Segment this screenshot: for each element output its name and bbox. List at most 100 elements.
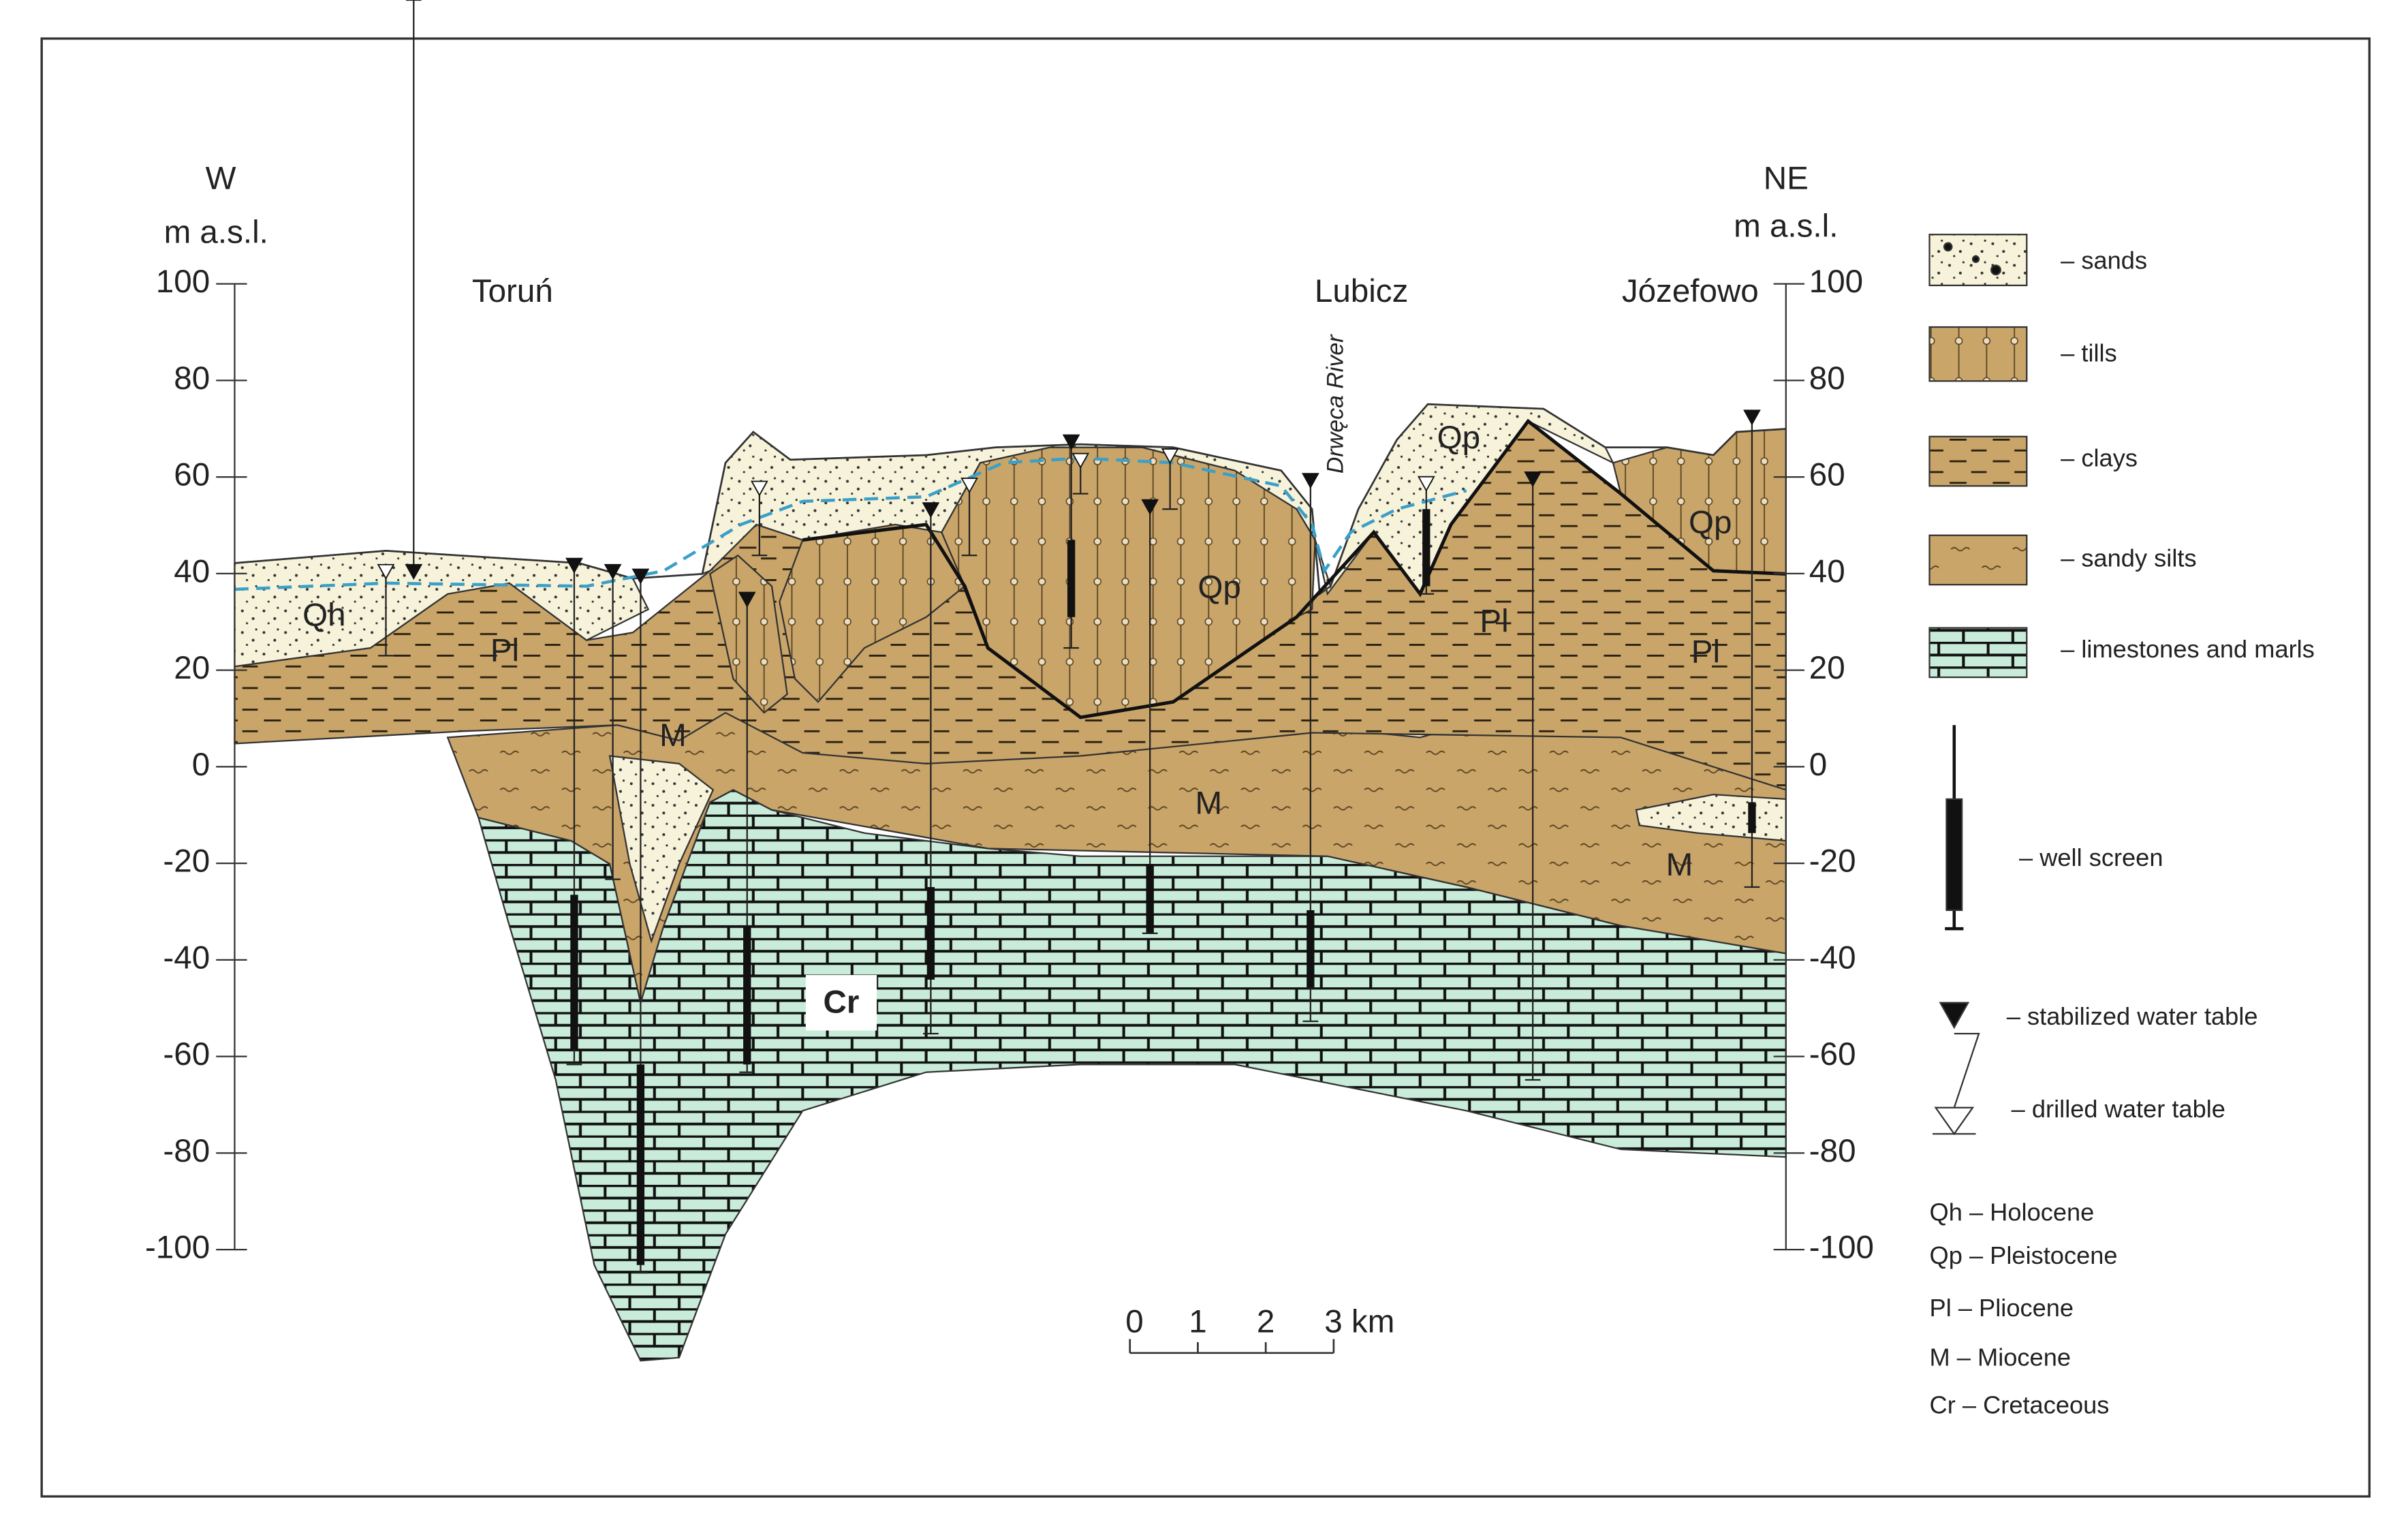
y-tick-label: 0 [192, 747, 210, 783]
scale-bar [1129, 1339, 1335, 1354]
well-screen [636, 1064, 645, 1265]
place-name: Toruń [472, 273, 553, 309]
stabilized-symbol [631, 568, 650, 585]
well-screen [1422, 509, 1430, 587]
section [234, 403, 1787, 1362]
y-tick-label: -60 [1809, 1036, 1856, 1072]
legend-label: – drilled water table [2012, 1095, 2225, 1123]
y-tick-label: 100 [156, 264, 210, 300]
legend-label: – tills [2061, 339, 2117, 367]
well-screen [570, 895, 578, 1049]
section-label: M [1195, 786, 1222, 822]
drilled-symbol [377, 563, 395, 580]
y-tick-label: 40 [174, 553, 210, 589]
y-tick-label: 100 [1809, 264, 1863, 300]
y-tick-label: -40 [163, 940, 210, 976]
drilled-symbol [960, 478, 978, 494]
well-screen [1945, 798, 1963, 912]
section-label: M [659, 717, 687, 754]
y-tick-label: 60 [174, 457, 210, 493]
y-tick-label: 0 [1809, 747, 1827, 783]
y-tick-label: 80 [1809, 360, 1845, 397]
y-tick-label: -80 [163, 1133, 210, 1169]
legend-swatch [1928, 326, 2028, 382]
y-tick-label: 80 [174, 360, 210, 397]
y-tick-label: 60 [1809, 457, 1845, 493]
stabilized-symbol [1301, 473, 1319, 489]
stabilized-symbol [1939, 1002, 1970, 1029]
unit-label: m a.s.l. [164, 215, 268, 251]
place-name: Lubicz [1315, 273, 1409, 309]
y-tick-label: 40 [1809, 553, 1845, 589]
well-screen [743, 925, 751, 1065]
section-label: Qp [1198, 570, 1240, 606]
section-label: M [1666, 847, 1693, 883]
legend [1928, 234, 2028, 1136]
y-tick-label: -100 [145, 1230, 210, 1266]
stabilized-symbol [922, 502, 940, 518]
section-label: Qp [1689, 504, 1732, 540]
stabilized-symbol [565, 557, 583, 574]
scale-label: 1 [1189, 1303, 1206, 1339]
contact-line [802, 418, 1786, 719]
legend-label: – clays [2061, 444, 2138, 471]
legend-label: – sandy silts [2061, 544, 2196, 572]
scale-label: 0 [1125, 1303, 1143, 1339]
stabilized-symbol [738, 591, 756, 608]
stabilized-symbol [1062, 434, 1080, 450]
section-label: Pl [490, 632, 519, 668]
unit-label: m a.s.l. [1734, 208, 1838, 245]
well-screen [926, 886, 935, 980]
legend-label: – sands [2061, 247, 2147, 275]
symbol-connector [1953, 1032, 1980, 1108]
legend-swatch [1928, 435, 2028, 487]
y-tick-label: 20 [174, 650, 210, 686]
section-label: Qp [1437, 420, 1480, 456]
well-screen [1146, 864, 1154, 933]
stratigraphy-label: Qh – Holocene [1930, 1198, 2095, 1226]
legend-label: – limestones and marls [2061, 635, 2315, 663]
stabilized-symbol [604, 563, 622, 580]
drilled-symbol [1072, 452, 1090, 469]
y-tick-label: 20 [1809, 650, 1845, 686]
legend-dot [1943, 242, 1953, 252]
trough-sand [608, 755, 715, 944]
y-tick-label: -40 [1809, 940, 1856, 976]
well-screen [1748, 802, 1756, 833]
tills [709, 554, 788, 714]
y-tick-label: -20 [1809, 843, 1856, 880]
legend-dot [1990, 264, 2001, 276]
legend-label: – stabilized water table [2007, 1002, 2258, 1030]
stabilized-symbol [405, 563, 423, 580]
label-box [805, 975, 877, 1031]
y-tick-label: -20 [163, 843, 210, 880]
well-screen [1307, 910, 1315, 988]
stabilized-symbol [1141, 499, 1159, 515]
y-tick-label: -80 [1809, 1133, 1856, 1169]
legend-swatch [1928, 534, 2028, 586]
well-screen [1067, 540, 1076, 617]
section-label: Pl [1480, 603, 1508, 639]
legend-dot [1971, 255, 1980, 264]
place-name: Józefowo [1622, 273, 1759, 309]
direction-label: W [206, 160, 236, 196]
water-table [234, 456, 1467, 591]
drilled-symbol [1417, 476, 1435, 492]
ground-surface [234, 403, 1786, 596]
stratigraphy-label: Qp – Pleistocene [1930, 1241, 2118, 1269]
wells [377, 0, 1761, 1274]
axes: 100 80 60 40 20 0 -20 -40 -60 -80 -100 100 80 60 40 20 0… [145, 264, 1874, 1265]
y-tick-label: -60 [163, 1036, 210, 1072]
river-label: Drwęca River [1322, 334, 1348, 474]
scale-label: 3 km [1324, 1303, 1394, 1339]
legend-label: – well screen [2019, 843, 2163, 871]
legend-swatch [1928, 627, 2028, 679]
scale-label: 2 [1257, 1303, 1275, 1339]
y-tick-label: -100 [1809, 1230, 1874, 1266]
stabilized-symbol [1743, 409, 1761, 426]
stratigraphy-label: M – Miocene [1930, 1343, 2071, 1371]
drilled-symbol [1161, 448, 1179, 465]
drilled-symbol [751, 480, 768, 497]
stratigraphy-label: Cr – Cretaceous [1930, 1391, 2110, 1419]
